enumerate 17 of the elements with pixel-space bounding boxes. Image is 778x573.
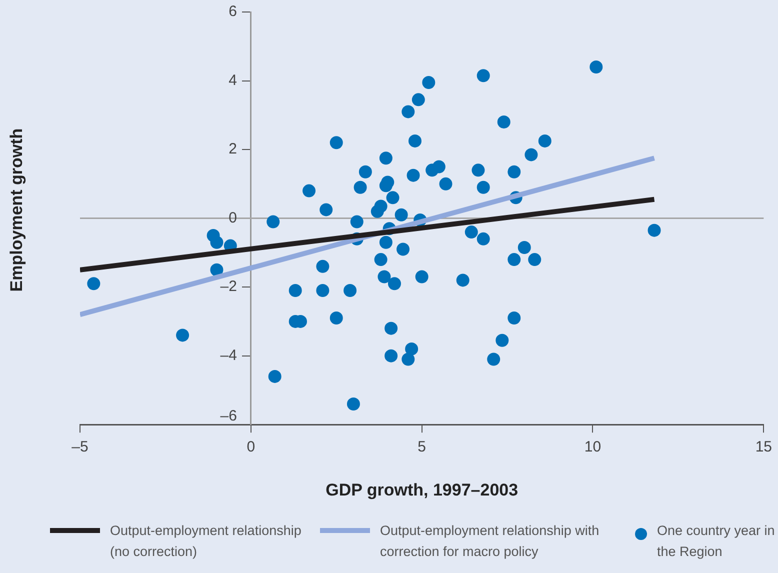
x-tick-label: 10: [584, 438, 602, 456]
y-tick-label: –6: [220, 408, 237, 425]
y-tick-label: 2: [228, 140, 237, 158]
x-axis-title: GDP growth, 1997–2003: [326, 480, 518, 500]
legend-label: One country year in the Region: [657, 522, 776, 561]
x-tick-label: 0: [246, 438, 256, 456]
x-tick-label: –5: [72, 438, 88, 456]
y-axis-title: Employment growth: [7, 128, 27, 292]
legend-label: Output-employment relationship with correction for macro policy: [380, 522, 600, 561]
x-tick-label: 5: [418, 438, 426, 456]
x-tick-label: 15: [755, 438, 772, 456]
y-tick-label: –4: [220, 346, 237, 364]
y-tick-label: 4: [228, 72, 237, 89]
legend-label: Output-employment relationship (no correction): [110, 522, 302, 561]
y-tick-label: –2: [220, 278, 237, 296]
y-tick-label: 6: [228, 3, 237, 20]
y-tick-label: 0: [228, 209, 237, 226]
